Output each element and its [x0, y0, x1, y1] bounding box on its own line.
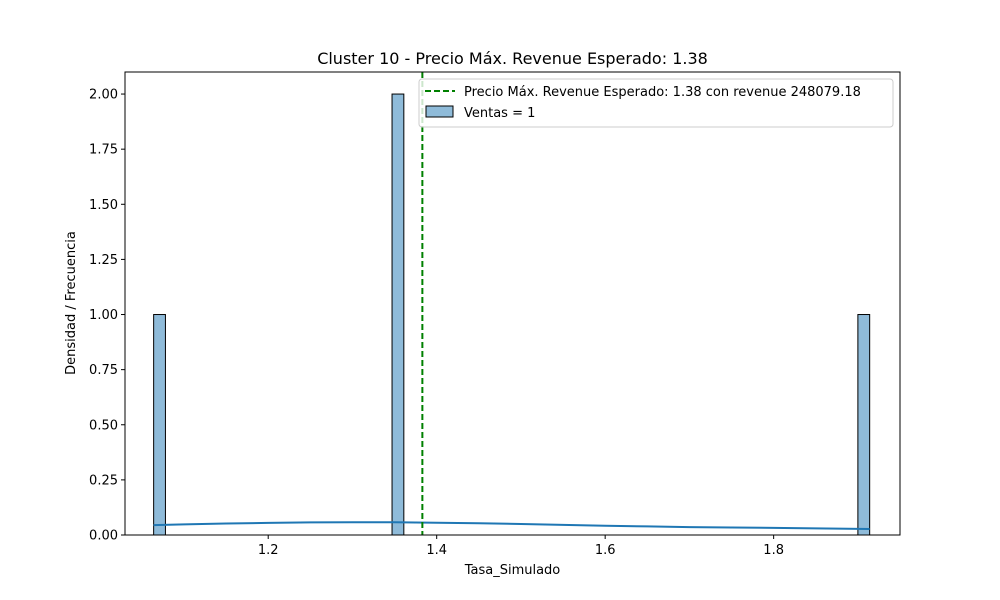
legend-label-histogram: Ventas = 1 [464, 106, 535, 121]
kde-curve [153, 521, 870, 530]
histogram-bar-0 [153, 314, 166, 536]
y-tick-label: 1.75 [89, 143, 118, 158]
x-axis-label: Tasa_Simulado [464, 563, 561, 578]
y-tick-label: 1.50 [89, 198, 118, 213]
y-tick-label: 0.50 [89, 418, 118, 433]
histogram-bar-1 [391, 93, 405, 536]
legend: Precio Máx. Revenue Esperado: 1.38 con r… [418, 78, 894, 128]
y-tick-label: 0.75 [89, 363, 118, 378]
chart-title: Cluster 10 - Precio Máx. Revenue Esperad… [317, 49, 708, 68]
x-tick-label: 1.2 [258, 543, 279, 558]
x-tick-label: 1.6 [595, 543, 616, 558]
x-axis-ticks: 1.2 1.4 1.6 1.8 [258, 535, 784, 558]
y-tick-label: 0.25 [89, 473, 118, 488]
histogram-bar-2 [857, 314, 871, 536]
y-axis-ticks: 0.00 0.25 0.50 0.75 1.00 1.25 1.50 1.75 2.00 [89, 88, 125, 544]
y-tick-label: 1.00 [89, 308, 118, 323]
x-tick-label: 1.8 [763, 543, 784, 558]
y-tick-label: 2.00 [89, 88, 118, 103]
plot-area [124, 71, 901, 536]
y-tick-label: 1.25 [89, 253, 118, 268]
axes-frame [124, 71, 901, 536]
legend-swatch-patch [425, 105, 454, 118]
y-tick-label: 0.00 [89, 529, 118, 544]
legend-label-vline: Precio Máx. Revenue Esperado: 1.38 con r… [464, 85, 861, 100]
legend-box [418, 78, 894, 128]
y-axis-label: Densidad / Frecuencia [64, 231, 79, 375]
x-tick-label: 1.4 [426, 543, 447, 558]
